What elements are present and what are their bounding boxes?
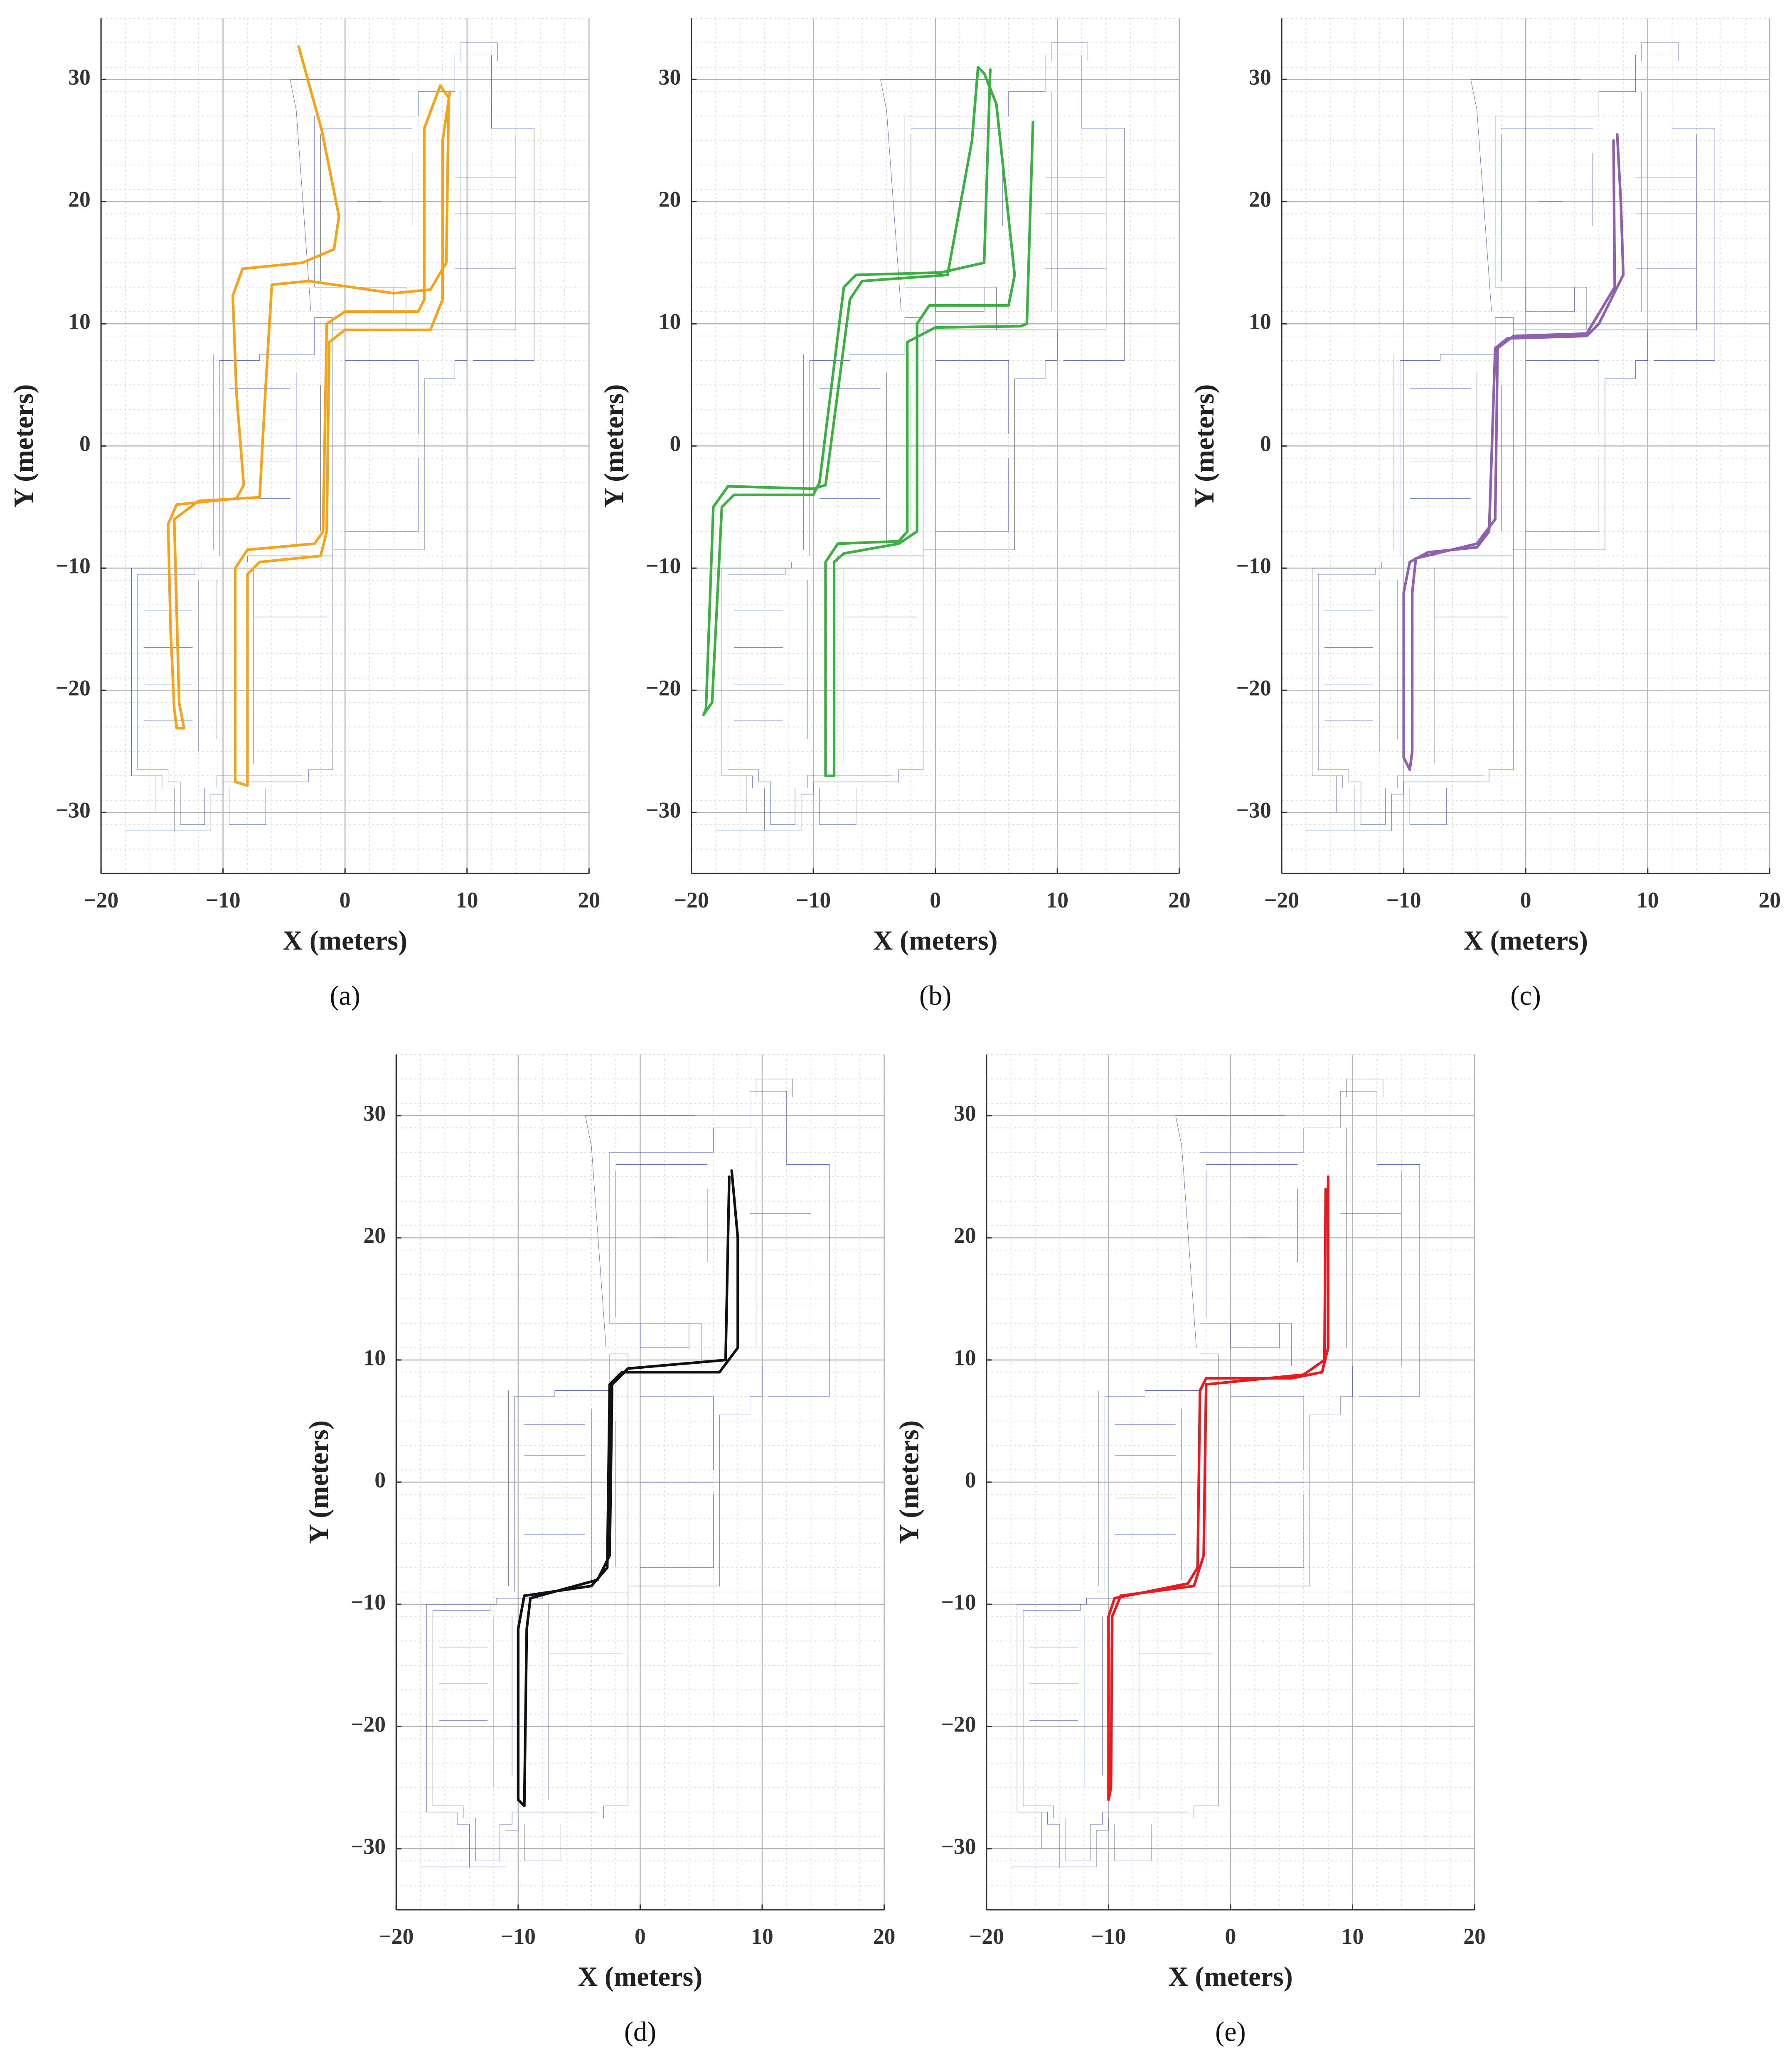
caption: (b) bbox=[919, 981, 951, 1011]
trajectory bbox=[1107, 1175, 1329, 1801]
y-tick-label: 0 bbox=[374, 1467, 386, 1492]
x-tick-label: −10 bbox=[206, 888, 241, 912]
x-tick-label: −20 bbox=[969, 1924, 1004, 1949]
y-tick-label: 10 bbox=[1249, 309, 1271, 334]
y-tick-label: 30 bbox=[954, 1101, 976, 1126]
x-tick-label: −10 bbox=[796, 888, 831, 912]
floor-plan bbox=[126, 43, 534, 831]
x-tick-label: 20 bbox=[1463, 1924, 1486, 1949]
y-tick-label: 20 bbox=[659, 187, 681, 212]
x-tick-label: 0 bbox=[635, 1924, 646, 1949]
x-tick-label: 10 bbox=[1342, 1924, 1364, 1949]
x-axis-label: X (meters) bbox=[578, 1962, 703, 1992]
x-tick-label: 10 bbox=[751, 1924, 773, 1949]
y-tick-label: −20 bbox=[56, 676, 91, 701]
y-tick-label: −10 bbox=[56, 553, 91, 578]
x-tick-label: −10 bbox=[1386, 888, 1421, 912]
x-axis-label: X (meters) bbox=[1168, 1962, 1293, 1992]
floor-plan bbox=[1011, 1079, 1420, 1867]
x-tick-label: 20 bbox=[1168, 888, 1191, 912]
y-tick-label: 0 bbox=[965, 1467, 976, 1492]
y-tick-label: −30 bbox=[941, 1834, 976, 1859]
y-tick-label: −10 bbox=[941, 1589, 976, 1614]
y-tick-label: −20 bbox=[941, 1712, 976, 1736]
y-axis-label: Y (meters) bbox=[894, 1420, 925, 1544]
x-tick-label: 0 bbox=[930, 888, 941, 912]
caption: (a) bbox=[330, 981, 360, 1011]
x-tick-label: 10 bbox=[456, 888, 478, 912]
x-tick-label: 0 bbox=[1225, 1924, 1236, 1949]
y-tick-label: −10 bbox=[1236, 553, 1271, 578]
panel: −20 −10 0 10 20 −30 −20 −10 0 10 20 30 X (meters) Y (… bbox=[599, 18, 1191, 1011]
x-tick-label: −20 bbox=[674, 888, 709, 912]
y-axis-label: Y (meters) bbox=[599, 384, 629, 508]
x-tick-label: 10 bbox=[1637, 888, 1659, 912]
floor-plan bbox=[421, 1079, 829, 1867]
y-tick-label: 10 bbox=[954, 1345, 976, 1370]
y-tick-label: 0 bbox=[79, 431, 91, 456]
trajectory bbox=[167, 45, 451, 787]
caption: (c) bbox=[1510, 981, 1541, 1011]
caption: (e) bbox=[1215, 2017, 1246, 2047]
y-tick-label: 30 bbox=[68, 65, 91, 90]
x-tick-label: −10 bbox=[501, 1924, 536, 1949]
floor-plan bbox=[716, 43, 1124, 831]
x-tick-label: 0 bbox=[1520, 888, 1531, 912]
x-axis-label: X (meters) bbox=[283, 925, 407, 956]
x-axis-label: X (meters) bbox=[1463, 925, 1588, 956]
y-tick-label: 30 bbox=[659, 65, 681, 90]
trajectory bbox=[702, 66, 1034, 777]
y-axis-label: Y (meters) bbox=[1189, 384, 1220, 508]
y-tick-label: −30 bbox=[646, 798, 681, 823]
y-tick-label: 20 bbox=[954, 1223, 976, 1248]
y-tick-label: 10 bbox=[363, 1345, 386, 1370]
y-tick-label: −30 bbox=[56, 798, 91, 823]
y-tick-label: −20 bbox=[1236, 676, 1271, 701]
y-axis-label: Y (meters) bbox=[304, 1420, 334, 1544]
x-tick-label: −20 bbox=[84, 888, 118, 912]
y-tick-label: 30 bbox=[1249, 65, 1271, 90]
panel: −20 −10 0 10 20 −30 −20 −10 0 10 20 30 X (meters) Y (… bbox=[9, 18, 600, 1011]
trajectory bbox=[517, 1169, 739, 1808]
x-tick-label: −20 bbox=[1264, 888, 1299, 912]
y-tick-label: 30 bbox=[363, 1101, 386, 1126]
panel: −20 −10 0 10 20 −30 −20 −10 0 10 20 30 X (meters) Y (… bbox=[1189, 18, 1781, 1011]
y-tick-label: 10 bbox=[68, 309, 91, 334]
y-tick-label: 0 bbox=[1260, 431, 1271, 456]
y-axis-label: Y (meters) bbox=[9, 384, 39, 508]
caption: (d) bbox=[624, 2017, 656, 2047]
x-tick-label: 20 bbox=[578, 888, 601, 912]
panel: −20 −10 0 10 20 −30 −20 −10 0 10 20 30 X (meters) Y (… bbox=[894, 1054, 1486, 2047]
y-tick-label: 10 bbox=[659, 309, 681, 334]
y-tick-label: −20 bbox=[646, 676, 681, 701]
y-tick-label: −10 bbox=[351, 1589, 386, 1614]
x-tick-label: 20 bbox=[873, 1924, 896, 1949]
x-axis-label: X (meters) bbox=[873, 925, 998, 956]
x-tick-label: −20 bbox=[379, 1924, 414, 1949]
panel: −20 −10 0 10 20 −30 −20 −10 0 10 20 30 X (meters) Y (… bbox=[304, 1054, 896, 2047]
trajectory bbox=[1402, 133, 1625, 771]
floor-plan bbox=[1306, 43, 1715, 831]
y-tick-label: 20 bbox=[68, 187, 91, 212]
x-tick-label: 20 bbox=[1758, 888, 1781, 912]
y-tick-label: −10 bbox=[646, 553, 681, 578]
x-tick-label: −10 bbox=[1091, 1924, 1126, 1949]
y-tick-label: −20 bbox=[351, 1712, 386, 1736]
x-tick-label: 10 bbox=[1046, 888, 1068, 912]
y-tick-label: 20 bbox=[1249, 187, 1271, 212]
y-tick-label: −30 bbox=[351, 1834, 386, 1859]
x-tick-label: 0 bbox=[340, 888, 351, 912]
y-tick-label: 20 bbox=[363, 1223, 386, 1248]
y-tick-label: 0 bbox=[670, 431, 681, 456]
y-tick-label: −30 bbox=[1236, 798, 1271, 823]
